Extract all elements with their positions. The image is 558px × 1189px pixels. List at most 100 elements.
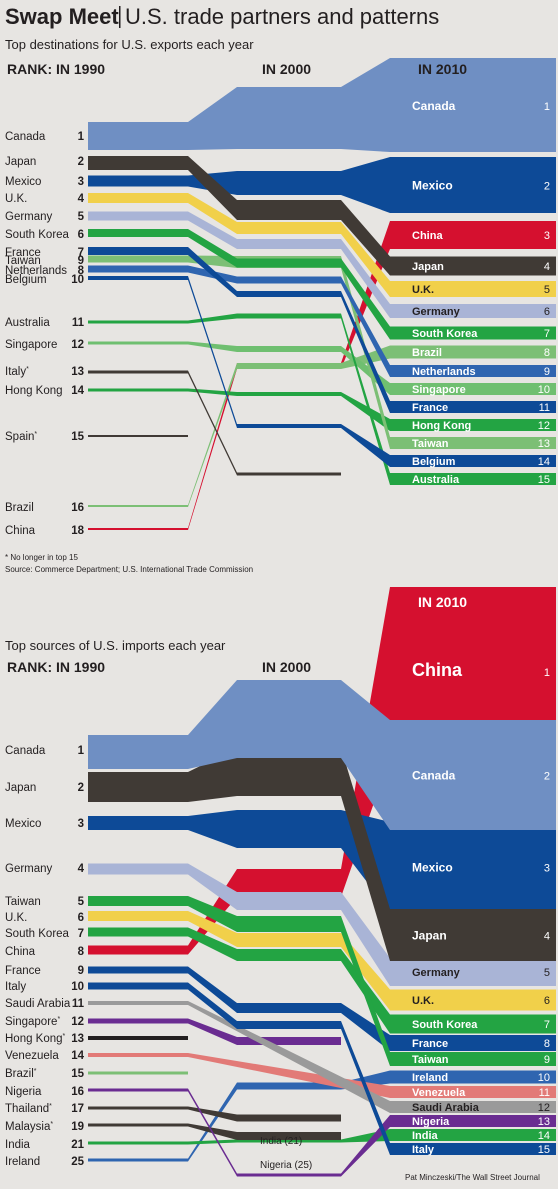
label-1990-malaysia: Malaysia*	[5, 1121, 53, 1133]
band-u-k	[88, 911, 556, 1011]
band-canada	[88, 58, 556, 152]
label-1990-spain: Spain*	[5, 431, 37, 443]
label-1990-germany: Germany	[5, 211, 53, 223]
label-2010-nigeria: Nigeria	[412, 1116, 450, 1128]
rank-2010-taiwan: 13	[538, 438, 550, 450]
column-header-2010: IN 2010	[418, 594, 467, 610]
label-1990-china: China	[5, 525, 36, 537]
rank-1990-malaysia: 19	[71, 1121, 84, 1133]
column-header-1990: RANK: IN 1990	[7, 659, 105, 675]
label-2010-brazil: Brazil	[412, 347, 442, 359]
rank-2010-canada: 1	[544, 101, 550, 113]
label-2010-france: France	[412, 402, 448, 414]
rank-1990-brazil: 15	[71, 1068, 84, 1080]
rank-1990-hong-kong: 13	[71, 1033, 84, 1045]
rank-1990-ireland: 25	[71, 1156, 84, 1168]
rank-1990-canada: 1	[78, 745, 85, 757]
rank-2010-mexico: 2	[544, 180, 550, 192]
rank-1990-south-korea: 6	[78, 229, 84, 241]
label-2010-south-korea: South Korea	[412, 1019, 478, 1031]
label-1990-france: France	[5, 965, 41, 977]
flow-bands	[88, 58, 556, 1177]
label-2010-singapore: Singapore	[412, 384, 466, 396]
label-2010-france: France	[412, 1038, 448, 1050]
band-singapore	[88, 1018, 341, 1045]
rank-1990-france: 9	[78, 965, 84, 977]
band-mexico	[88, 157, 556, 213]
label-2010-china: China	[412, 230, 443, 242]
label-2010-mexico: Mexico	[412, 860, 453, 874]
label-2010-italy: Italy	[412, 1144, 435, 1156]
band-singapore	[88, 341, 556, 395]
label-1990-south-korea: South Korea	[5, 928, 70, 940]
label-1990-hong-kong: Hong Kong	[5, 385, 63, 397]
column-header-2000: IN 2000	[262, 61, 311, 77]
rank-1990-hong-kong: 14	[71, 385, 84, 397]
band-netherlands	[88, 265, 556, 377]
rank-1990-italy: 10	[71, 981, 84, 993]
rank-1990-nigeria: 16	[71, 1086, 84, 1098]
rank-1990-china: 18	[71, 525, 84, 537]
band-japan	[88, 748, 556, 961]
label-1990-japan: Japan	[5, 782, 36, 794]
label-1990-canada: Canada	[5, 745, 46, 757]
label-1990-u-k: U.K.	[5, 193, 27, 205]
label-2010-hong-kong: Hong Kong	[412, 420, 471, 432]
label-1990-australia: Australia	[5, 317, 50, 329]
rank-2010-taiwan: 9	[544, 1054, 550, 1066]
rank-2010-singapore: 10	[538, 384, 550, 396]
label-2010-belgium: Belgium	[412, 456, 456, 468]
label-1990-thailand: Thailand*	[5, 1103, 52, 1115]
label-1990-taiwan: Taiwan	[5, 255, 41, 267]
footnote-marker: *	[49, 1103, 52, 1110]
exports-chart-title: Top destinations for U.S. exports each y…	[5, 37, 254, 52]
band-india	[88, 1129, 556, 1145]
rank-1990-mexico: 3	[78, 176, 84, 188]
rank-2010-u-k: 6	[544, 995, 550, 1007]
footnote-marker: *	[26, 366, 29, 373]
label-2010-ireland: Ireland	[412, 1072, 448, 1084]
label-1990-canada: Canada	[5, 131, 46, 143]
label-2010-venezuela: Venezuela	[412, 1087, 466, 1099]
rank-1990-south-korea: 7	[78, 928, 84, 940]
rank-2010-mexico: 3	[544, 862, 550, 874]
band-china	[88, 587, 556, 955]
rank-1990-thailand: 17	[71, 1103, 84, 1115]
band-south-korea	[88, 927, 556, 1034]
rank-2010-australia: 15	[538, 474, 550, 486]
chart-labels: RANK: IN 1990 IN 2000 IN 2010 Canada 1 Japan 2…	[5, 4, 550, 1182]
label-1990-france: France	[5, 247, 41, 259]
chart-imports-bands	[88, 587, 556, 1177]
rank-2010-japan: 4	[544, 261, 550, 273]
band-hong-kong	[88, 388, 556, 431]
label-2010-south-korea: South Korea	[412, 328, 478, 340]
band-canada	[88, 680, 556, 830]
band-hong-kong	[88, 1036, 188, 1040]
band-south-korea	[88, 229, 556, 340]
label-1990-taiwan: Taiwan	[5, 896, 41, 908]
label-1990-netherlands: Netherlands	[5, 265, 67, 277]
band-germany	[88, 863, 556, 986]
band-saudi-arabia	[88, 1001, 556, 1113]
band-malaysia	[88, 1123, 341, 1140]
label-1990-germany: Germany	[5, 863, 53, 875]
label-2010-netherlands: Netherlands	[412, 366, 476, 378]
rank-2010-brazil: 8	[544, 347, 550, 359]
label-1990-nigeria: Nigeria	[5, 1086, 42, 1098]
label-1990-brazil: Brazil	[5, 502, 34, 514]
rank-1990-saudi-arabia: 11	[72, 998, 85, 1010]
band-brazil	[88, 1071, 188, 1075]
label-1990-venezuela: Venezuela	[5, 1050, 59, 1062]
rank-1990-venezuela: 14	[71, 1050, 84, 1062]
label-1990-singapore: Singapore*	[5, 1016, 60, 1028]
label-2010-saudi-arabia: Saudi Arabia	[412, 1102, 480, 1114]
imports-chart-title: Top sources of U.S. imports each year	[5, 638, 226, 653]
rank-1990-brazil: 16	[71, 502, 84, 514]
rank-1990-netherlands: 8	[78, 265, 85, 277]
label-2010-india: India	[412, 1130, 439, 1142]
rank-2010-saudi-arabia: 12	[538, 1102, 550, 1114]
page-subtitle: U.S. trade partners and patterns	[125, 4, 439, 29]
annotation-india: India (21)	[260, 1136, 302, 1147]
page-title: Swap Meet	[5, 4, 119, 29]
label-1990-singapore: Singapore	[5, 339, 57, 351]
